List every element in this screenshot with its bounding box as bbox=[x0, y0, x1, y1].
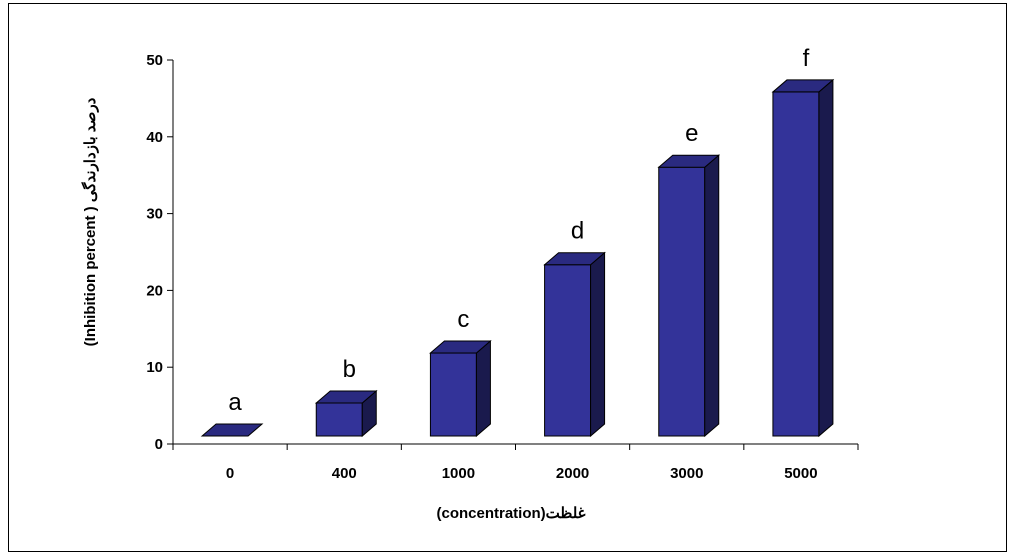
bars bbox=[200, 78, 835, 438]
data-labels: a b c d e f bbox=[228, 45, 809, 416]
data-label-c: c bbox=[457, 306, 469, 333]
bar-3000 bbox=[657, 154, 721, 438]
bar-side bbox=[590, 251, 606, 438]
y-tick-label: 0 bbox=[155, 436, 163, 453]
bar-front bbox=[772, 91, 820, 437]
y-tick-label: 20 bbox=[146, 282, 163, 299]
x-tick-label: 400 bbox=[332, 465, 357, 482]
bar-5000 bbox=[771, 78, 835, 438]
data-label-b: b bbox=[343, 356, 356, 383]
y-tick-label: 10 bbox=[146, 359, 163, 376]
data-label-f: f bbox=[803, 45, 810, 72]
bar-side bbox=[704, 154, 720, 438]
axes: 0 10 20 30 40 50 0 400 1000 2000 3000 5000 bbox=[146, 52, 859, 482]
bar-side bbox=[475, 339, 491, 438]
bar-0 bbox=[200, 423, 264, 437]
x-tick-label: 3000 bbox=[670, 465, 703, 482]
y-tick-label: 50 bbox=[146, 52, 163, 69]
bar-top bbox=[657, 154, 721, 168]
x-tick-label: 0 bbox=[226, 465, 234, 482]
bar-top bbox=[771, 79, 835, 93]
x-tick-label: 1000 bbox=[442, 465, 475, 482]
bar-400 bbox=[314, 389, 378, 438]
bar-top bbox=[543, 252, 606, 266]
x-tick-label: 2000 bbox=[556, 465, 589, 482]
y-tick-label: 40 bbox=[146, 129, 163, 146]
data-label-a: a bbox=[228, 389, 242, 416]
data-label-d: d bbox=[571, 218, 584, 245]
x-axis-title: غلظت(concentration) bbox=[436, 505, 585, 522]
data-label-e: e bbox=[685, 120, 698, 147]
y-tick-label: 30 bbox=[146, 206, 163, 223]
bar-front bbox=[315, 402, 363, 437]
bar-top bbox=[429, 340, 492, 354]
bar-1000 bbox=[429, 339, 492, 438]
bar-front bbox=[658, 166, 706, 437]
bar-front bbox=[429, 352, 477, 437]
bar-2000 bbox=[543, 251, 606, 438]
x-tick-label: 5000 bbox=[784, 465, 817, 482]
y-axis-title: درصد بازدارندگی ( Inhibition percent) bbox=[81, 97, 99, 346]
bar-front bbox=[544, 264, 592, 437]
bar-top bbox=[314, 390, 378, 404]
bar-side bbox=[818, 78, 834, 438]
bar-top bbox=[200, 423, 264, 437]
chart-frame bbox=[8, 3, 1007, 552]
